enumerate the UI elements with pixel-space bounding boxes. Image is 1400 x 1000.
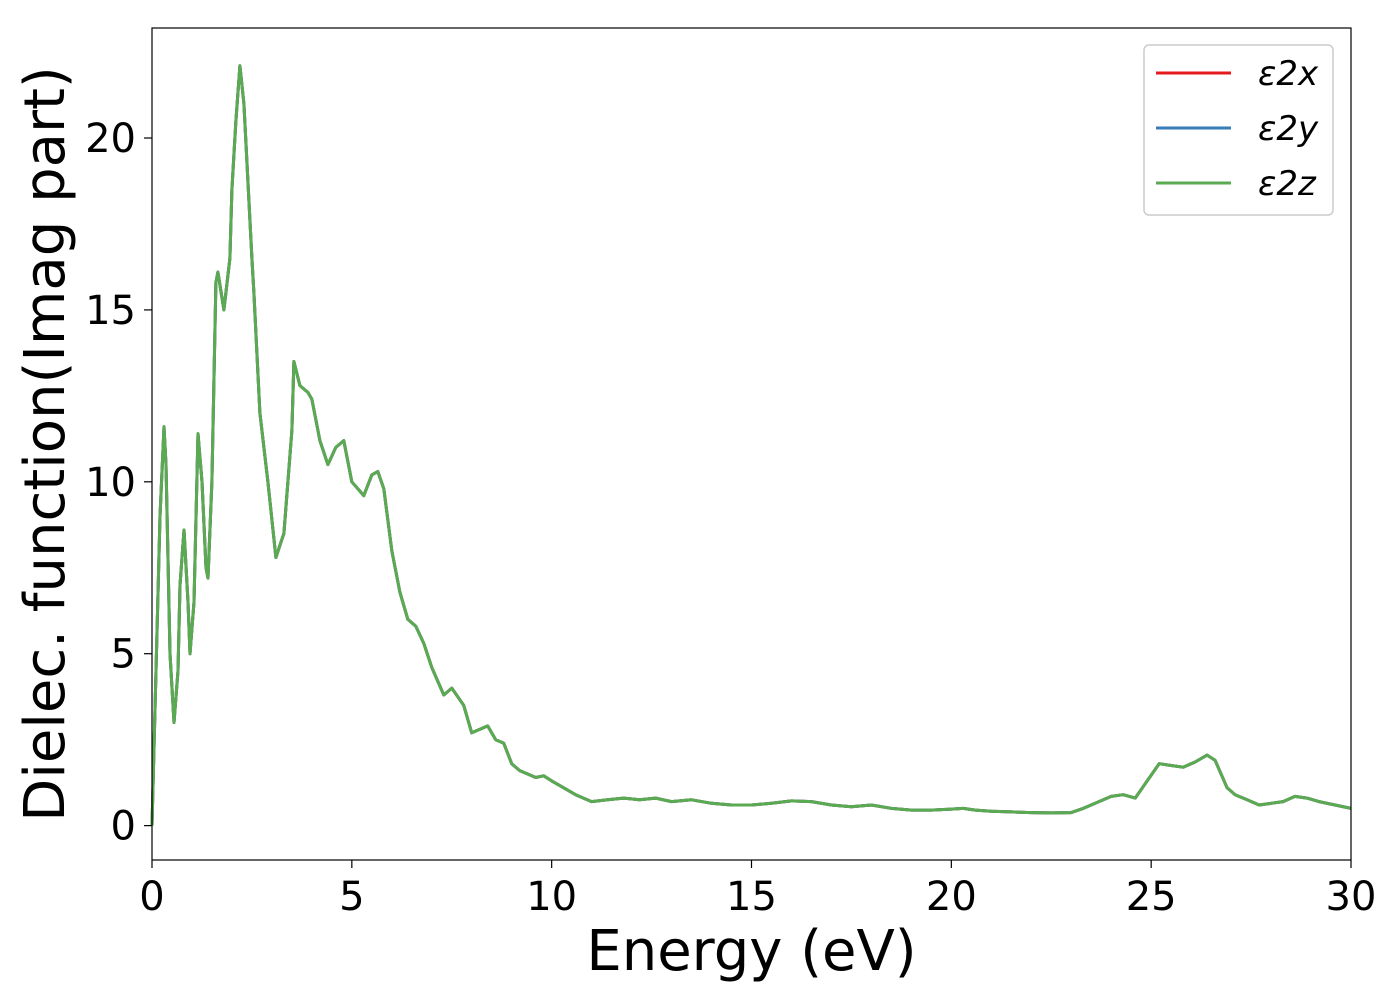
y-tick-label: 20	[85, 116, 136, 162]
x-tick-label: 10	[526, 874, 577, 920]
x-tick-label: 15	[726, 874, 777, 920]
y-tick-label: 5	[111, 632, 136, 678]
legend-label: ε2y	[1258, 109, 1319, 149]
legend-box	[1143, 44, 1334, 216]
legend: ε2x ε2y ε2z	[1143, 44, 1334, 216]
y-axis-label: Dielec. function(Imag part)	[13, 66, 78, 822]
y-tick-label: 10	[85, 460, 136, 506]
y-axis: 0 5 10 15 20	[85, 116, 152, 850]
x-tick-label: 30	[1326, 874, 1377, 920]
x-tick-label: 25	[1126, 874, 1177, 920]
legend-label: ε2x	[1258, 54, 1319, 94]
y-tick-label: 0	[111, 804, 136, 850]
plot-area	[150, 64, 1352, 826]
series-line-3	[150, 64, 1352, 826]
x-tick-label: 5	[339, 874, 364, 920]
x-tick-label: 20	[926, 874, 977, 920]
x-tick-label: 0	[139, 874, 164, 920]
x-axis-label: Energy (eV)	[586, 919, 916, 984]
x-axis: 0 5 10 15 20 25 30	[139, 860, 1376, 920]
legend-label: ε2z	[1258, 164, 1317, 204]
y-tick-label: 15	[85, 288, 136, 334]
